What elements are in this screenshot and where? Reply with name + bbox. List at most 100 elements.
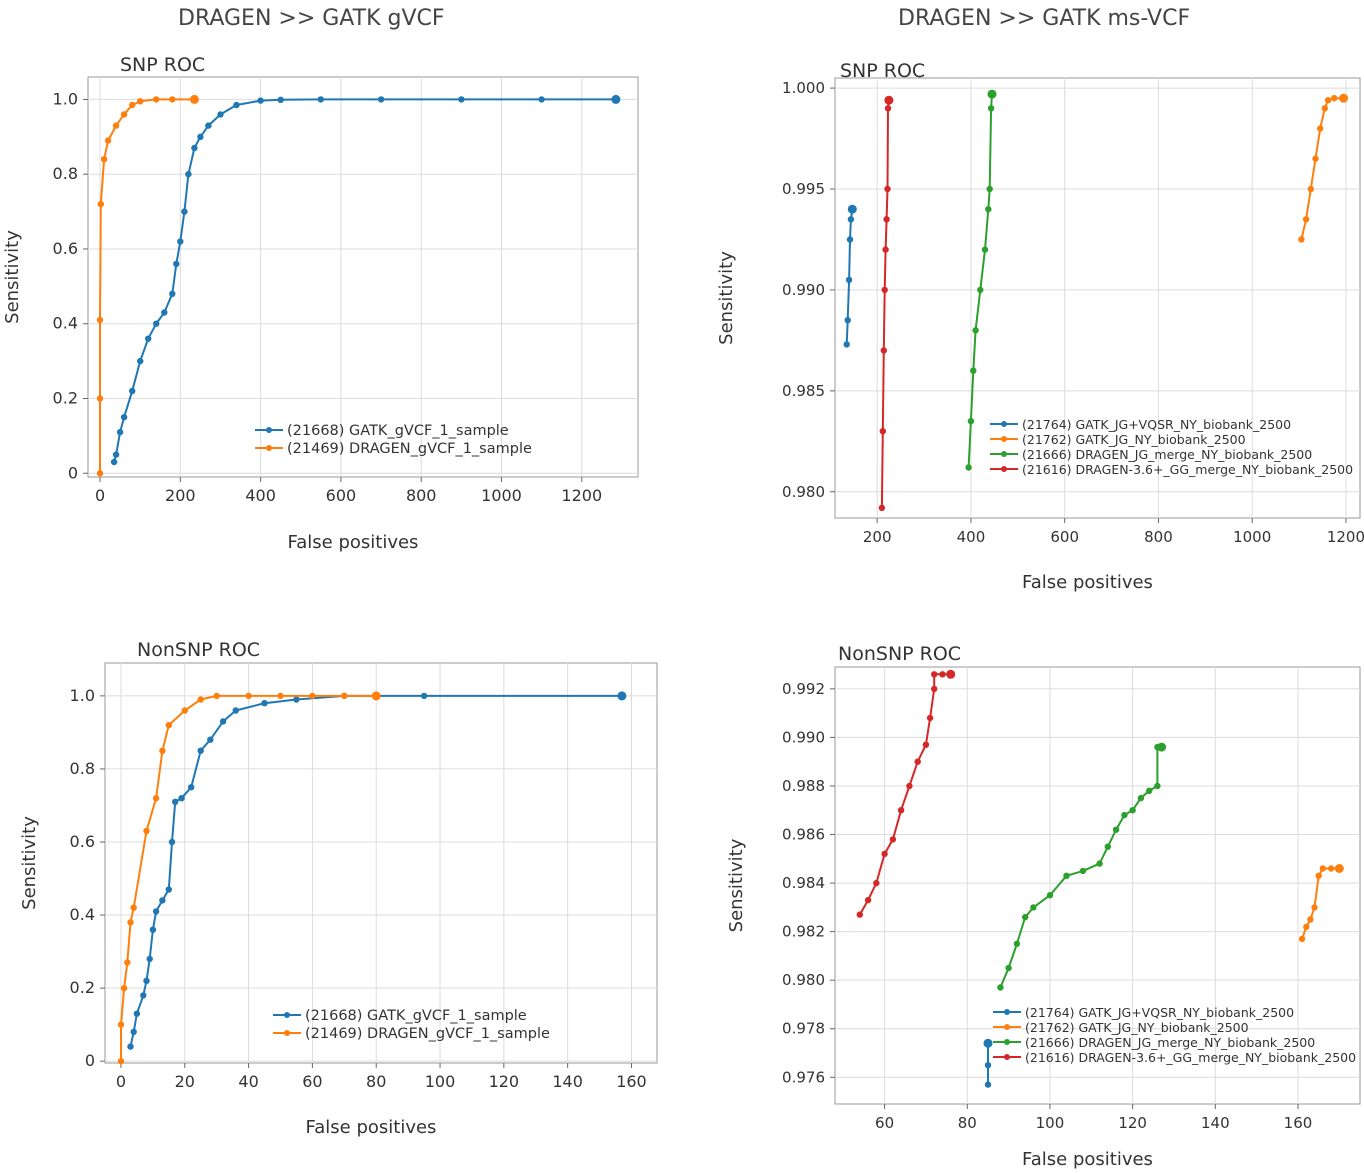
legend-label: (21764) GATK_JG+VQSR_NY_biobank_2500 [1025, 1005, 1294, 1020]
y-tick-label: 0.6 [53, 239, 78, 258]
legend-swatch-marker [1004, 1039, 1010, 1045]
series-2 [117, 691, 381, 1065]
legend: (21764) GATK_JG+VQSR_NY_biobank_2500(217… [993, 1005, 1356, 1065]
data-point [104, 137, 112, 144]
data-point [137, 98, 144, 105]
chart-title: NonSNP ROC [838, 643, 961, 665]
data-point-end [987, 89, 997, 99]
data-point [96, 316, 104, 324]
x-tick-label: 600 [1050, 528, 1079, 546]
series-line [120, 694, 377, 1062]
data-point [883, 216, 890, 223]
y-tick-label: 0.4 [70, 905, 95, 924]
data-point [1063, 872, 1070, 879]
x-axis-label: False positives [288, 532, 419, 553]
data-point [341, 692, 348, 700]
data-point [856, 911, 863, 918]
data-point [1331, 95, 1338, 102]
data-point [137, 357, 144, 365]
data-point [1321, 105, 1329, 112]
data-point [1013, 940, 1021, 947]
plot-area [834, 77, 1361, 519]
series-4 [878, 95, 894, 512]
data-point [458, 96, 465, 103]
x-tick-label: 80 [366, 1072, 386, 1091]
data-point [880, 347, 887, 354]
data-point [159, 897, 166, 904]
data-point [317, 96, 324, 103]
x-axis-label: False positives [1022, 572, 1153, 593]
x-tick-label: 80 [958, 1114, 977, 1132]
series-1 [843, 204, 857, 348]
x-tick-label: 160 [1284, 1114, 1313, 1132]
legend-label: (21469) DRAGEN_gVCF_1_sample [305, 1026, 550, 1042]
data-point [1319, 865, 1327, 872]
data-point [181, 208, 188, 215]
legend-swatch-marker [266, 427, 272, 433]
data-point [922, 741, 930, 748]
chart-msvcf-nonsnp: 60 80 100 120 140 160 0.976 0.978 0.980 0.982 0.98… [726, 643, 1361, 1170]
data-point [153, 320, 160, 327]
data-point [1129, 807, 1136, 814]
data-point [117, 1058, 125, 1065]
series-4 [856, 669, 956, 918]
data-point-end [847, 204, 857, 214]
right-section-title: DRAGEN >> GATK ms-VCF [898, 6, 1191, 31]
y-tick-label: 0.984 [782, 874, 825, 892]
data-point [843, 341, 850, 348]
y-tick-label: 0.2 [70, 978, 95, 997]
data-point [1079, 867, 1087, 875]
data-point [846, 236, 854, 243]
legend-label: (21762) GATK_JG_NY_biobank_2500 [1025, 1020, 1249, 1035]
data-point [1312, 155, 1319, 162]
data-point [127, 919, 134, 926]
y-tick-label: 0.6 [70, 832, 95, 851]
data-point [881, 850, 888, 858]
legend-swatch-marker [266, 445, 272, 451]
data-point-end [1334, 864, 1344, 873]
data-point [981, 246, 989, 253]
legend-swatch-marker [1001, 466, 1007, 472]
data-point [1112, 826, 1120, 833]
data-point [984, 1081, 992, 1088]
data-point [1315, 872, 1322, 879]
data-point [1302, 216, 1310, 223]
left-section-title: DRAGEN >> GATK gVCF [178, 6, 445, 31]
data-point [939, 671, 946, 678]
y-tick-label: 0.990 [782, 728, 825, 746]
y-axis-label: Sensitivity [2, 230, 23, 324]
data-point-end [1157, 742, 1167, 752]
data-point [986, 185, 993, 193]
data-point [152, 795, 160, 802]
data-point [972, 327, 979, 334]
y-axis-label: Sensitivity [716, 251, 737, 345]
x-tick-label: 120 [489, 1072, 520, 1091]
legend-label: (21762) GATK_JG_NY_biobank_2500 [1022, 432, 1246, 447]
data-point [172, 798, 179, 805]
series-2 [96, 94, 199, 477]
data-point [197, 696, 204, 703]
y-tick-label: 0.976 [782, 1068, 825, 1086]
data-point [1096, 860, 1103, 867]
data-point [884, 105, 892, 112]
data-point [120, 984, 128, 992]
data-point-end [189, 94, 199, 104]
legend: (21668) GATK_gVCF_1_sample (21469) DRAGEN… [255, 423, 532, 457]
data-point [143, 827, 150, 835]
data-point [914, 758, 921, 765]
data-point [145, 335, 152, 342]
data-point [1005, 964, 1012, 972]
data-point [100, 156, 108, 163]
x-tick-label: 60 [875, 1114, 894, 1132]
data-point [152, 908, 160, 915]
series-2 [1298, 93, 1349, 243]
y-tick-label: 0.992 [782, 680, 825, 698]
data-point [847, 216, 855, 223]
data-point [191, 144, 198, 152]
data-point [117, 1021, 125, 1028]
legend-swatch-marker [1004, 1009, 1010, 1015]
x-tick-label: 1200 [1327, 528, 1364, 546]
x-tick-label: 140 [552, 1072, 583, 1091]
data-point [309, 692, 316, 700]
